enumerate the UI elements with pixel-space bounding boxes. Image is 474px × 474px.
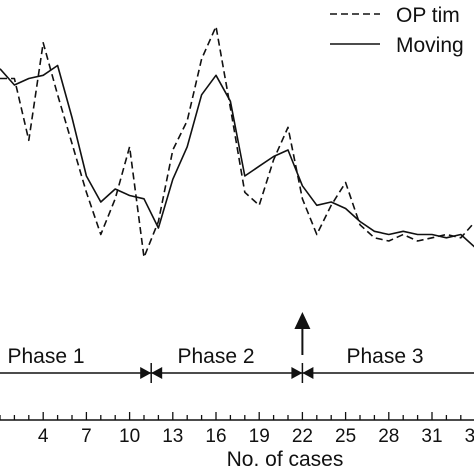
x-tick-label: 7 [81, 426, 92, 447]
phase-arrow-right-2 [291, 367, 303, 379]
phase-arrow-left-3 [302, 367, 314, 379]
x-tick-label: 22 [292, 426, 313, 447]
phase-label-3: Phase 3 [346, 345, 423, 368]
x-axis: 4 7 10 13 16 19 22 25 28 31 34 [0, 412, 474, 447]
series-line-1 [0, 25, 474, 259]
x-tick-label: 16 [205, 426, 226, 447]
x-axis-title: No. of cases [227, 448, 344, 471]
phase-bar: Phase 1 Phase 2 Phase 3 [0, 312, 474, 383]
legend-label-1: OP tim [396, 4, 460, 27]
x-tick-label: 31 [421, 426, 442, 447]
phase-label-1: Phase 1 [7, 345, 84, 368]
marker-arrow-head [294, 312, 311, 329]
legend: OP tim Moving [330, 4, 464, 57]
x-tick-label: 34 [465, 426, 474, 447]
legend-label-2: Moving [396, 34, 464, 57]
phase-arrow-left-2 [151, 367, 163, 379]
series-layer [0, 25, 474, 259]
phase-label-2: Phase 2 [177, 345, 254, 368]
x-tick-label: 4 [38, 426, 49, 447]
x-tick-label: 25 [335, 426, 356, 447]
phase-arrow-right-1 [140, 367, 152, 379]
x-tick-label: 19 [249, 426, 270, 447]
x-tick-label: 10 [119, 426, 140, 447]
x-tick-label: 28 [378, 426, 399, 447]
x-tick-label: 13 [162, 426, 183, 447]
series-line-2 [0, 64, 474, 248]
